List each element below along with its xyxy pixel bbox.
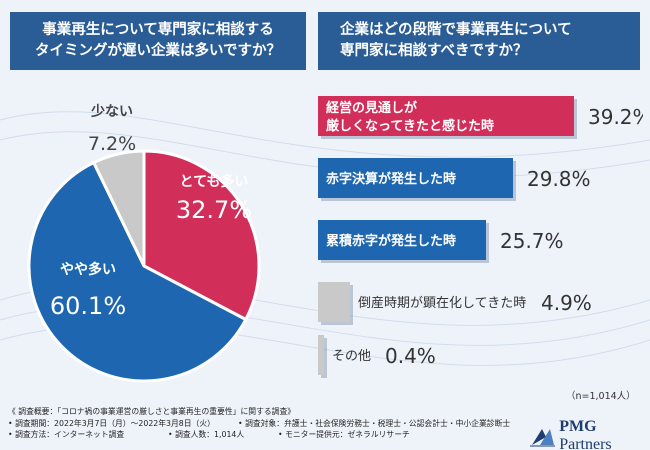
survey-footer: 《 調査概要：「コロナ禍の事業運営の厳しさと事業再生の重要性」に関する調査》 •… xyxy=(8,406,510,441)
bar-label-2: 赤字決算が発生した時 xyxy=(326,171,456,187)
question-right-text: 企業はどの段階で事業再生について 専門家に相談すべきですか？ xyxy=(340,22,572,59)
bar-label-3: 累積赤字が発生した時 xyxy=(326,233,456,249)
pie-label-1: とても多い xyxy=(180,173,249,190)
bar-value-3: 25.7% xyxy=(500,229,564,253)
footer-provider: • モニター提供元：ゼネラルリサーチ xyxy=(278,430,410,439)
pmg-logo: PMG Partners xyxy=(530,418,650,450)
bar-label-1: 経営の見通しが厳しくなってきたと感じた時 xyxy=(326,100,494,134)
bar-value-4: 4.9% xyxy=(541,291,592,315)
bar-label-4: 倒産時期が顕在化してきた時 xyxy=(358,295,526,311)
pmg-mark-icon xyxy=(530,429,556,447)
pie-value-1: 32.7% xyxy=(176,196,252,224)
footer-period: • 調査期間：2022年3月7日（月）〜2022年3月8日（火） xyxy=(8,418,215,428)
bar-chart: 経営の見通しが厳しくなってきたと感じた時 39.2% 赤字決算が発生した時 29.8%… xyxy=(318,96,643,378)
question-left-text: 事業再生について専門家に相談する タイミングが遅い企業は多いですか？ xyxy=(34,22,282,59)
bar-value-5: 0.4% xyxy=(385,344,436,368)
pie-chart: とても多い 32.7% やや多い 60.1% 少ない 7.2% xyxy=(27,103,261,383)
bar-value-1: 39.2% xyxy=(588,105,643,129)
pie-value-2: 60.1% xyxy=(50,292,126,320)
logo-text-regular: Partners xyxy=(559,436,612,450)
bar-2 xyxy=(318,158,513,198)
footer-target: • 調査対象：弁護士・社会保険労務士・税理士・公認会計士・中小企業診断士 xyxy=(238,418,511,428)
bar-4 xyxy=(318,282,350,322)
footer-method: • 調査方法：インターネット調査 xyxy=(8,430,125,439)
bar-3 xyxy=(318,220,486,260)
bar-value-2: 29.8% xyxy=(527,167,591,191)
footer-overview: 《 調査概要：「コロナ禍の事業運営の厳しさと事業再生の重要性」に関する調査》 xyxy=(8,407,296,416)
pie-slice-3 xyxy=(91,149,146,267)
logo-text-bold: PMG xyxy=(559,418,597,435)
pie-label-3: 少ない xyxy=(90,103,133,120)
question-right-box: 企業はどの段階で事業再生について 専門家に相談すべきですか？ xyxy=(318,12,640,70)
bar-5 xyxy=(318,335,324,375)
pie-value-3: 7.2% xyxy=(88,133,136,155)
bar-label-5: その他 xyxy=(332,349,371,364)
question-left-box: 事業再生について専門家に相談する タイミングが遅い企業は多いですか？ xyxy=(10,12,306,70)
pie-slice-2 xyxy=(27,160,248,383)
pie-label-2: やや多い xyxy=(60,261,116,278)
pie-slice-1 xyxy=(142,149,261,322)
bar-1 xyxy=(318,96,574,136)
footer-count: • 調査人数：1,014人 xyxy=(168,430,245,439)
sample-size-note: （n=1,014人） xyxy=(566,391,636,402)
